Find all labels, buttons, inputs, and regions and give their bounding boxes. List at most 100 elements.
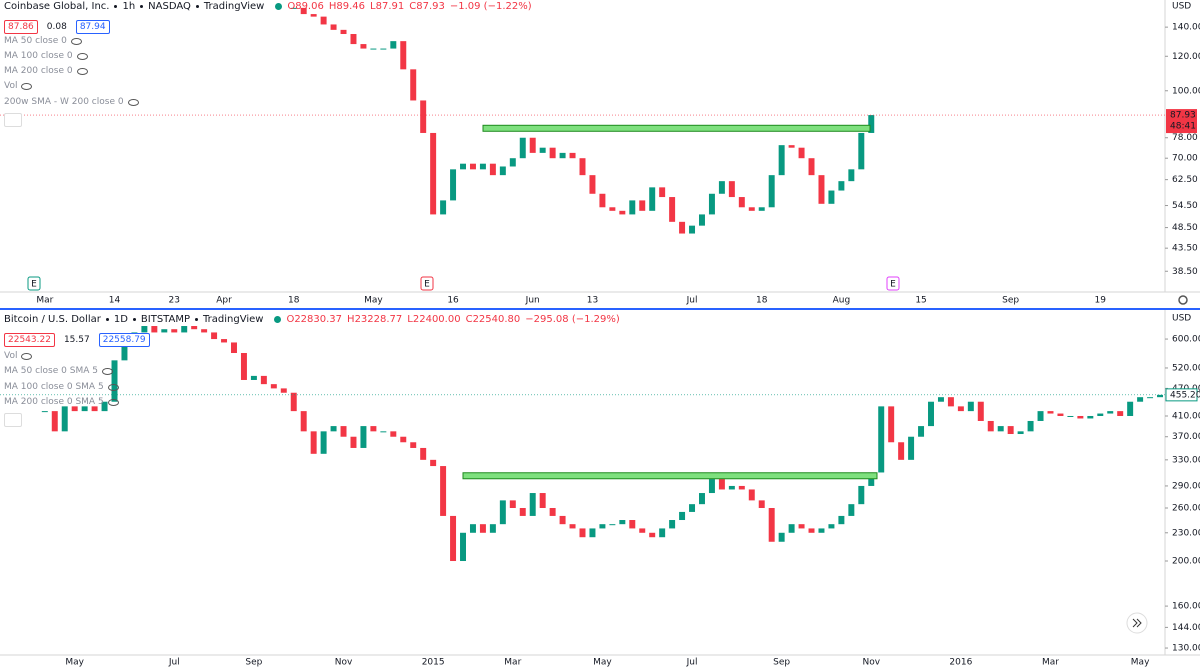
candle [937,397,944,402]
candle [738,485,745,490]
candle [569,152,576,159]
candle [918,426,925,437]
y-tick-label: 70.00 [1172,154,1198,164]
candle [928,401,934,427]
candle [509,158,516,167]
x-tick-label: Apr [216,296,232,306]
candle [320,431,327,454]
candle [649,532,656,538]
candle [400,436,407,443]
indicator-name: MA 200 close 0 [4,66,73,76]
quote-label: O [286,314,295,325]
indicator: 200w SMA - W 200 close 0 [4,97,139,107]
candle [878,406,885,473]
candle [798,524,805,529]
candle [868,115,875,133]
candle [659,187,666,198]
candle [529,137,536,153]
indicator: MA 200 close 0 SMA 5 [4,397,119,407]
candle [689,225,696,234]
candle [699,214,705,226]
candle [91,406,98,412]
quote: O89.06 [287,1,324,12]
x-tick-label: May [65,658,84,668]
candle [430,459,437,467]
x-tick-label: 2015 [422,658,445,668]
scroll-icon [1132,618,1142,628]
x-tick-label: Nov [335,658,353,668]
axis-unit: USD [1172,314,1191,324]
candle [539,493,546,509]
candle [1147,397,1154,399]
candle [350,34,357,45]
candle [619,210,626,215]
candle [699,493,705,505]
candle [728,485,735,490]
x-tick-label: Mar [1042,658,1059,668]
candle [818,528,825,533]
bid[interactable]: 87.86 [4,20,38,34]
candle [1047,411,1054,414]
candle [639,200,646,211]
y-tick-label: 260.00 [1172,504,1200,514]
candle [549,147,556,159]
visibility-icon[interactable] [70,37,82,45]
candle [181,326,188,333]
x-tick-label: 23 [169,296,180,306]
collapse-button[interactable] [4,413,22,427]
candle [450,515,457,562]
event-label: E [890,280,896,290]
candle [838,181,845,191]
visibility-icon[interactable] [107,398,119,406]
candle [898,442,905,460]
y-tick-label: 130.00 [1172,644,1200,654]
visibility-icon[interactable] [76,67,88,75]
candle [410,69,417,101]
candle [1117,411,1124,416]
price-tag [1166,109,1197,134]
visibility-icon[interactable] [21,352,33,360]
bid[interactable]: 22543.22 [4,333,55,347]
visibility-icon[interactable] [107,383,119,391]
visibility-icon[interactable] [76,52,88,60]
quote-value: 22540.80 [472,314,521,325]
x-tick-label: 14 [109,296,121,306]
candle [440,466,447,516]
candle [977,401,984,421]
ask[interactable]: 87.94 [75,20,110,34]
candle [519,137,526,159]
header-exchange: BITSTAMP [140,314,191,325]
quote: O22830.37 [286,314,342,325]
level-box [462,472,878,480]
candle [479,163,486,170]
candle [320,16,327,25]
visibility-icon[interactable] [127,98,139,106]
quote-label: H [347,314,355,325]
event-label: E [31,280,37,290]
collapse-button[interactable] [4,113,22,127]
indicator-name: MA 50 close 0 SMA 5 [4,366,98,376]
candle [509,500,516,509]
y-tick-label: 62.50 [1172,175,1198,185]
visibility-icon[interactable] [101,367,113,375]
y-tick-label: 330.00 [1172,455,1200,465]
candle [1097,413,1104,416]
candle [300,7,307,15]
settings-icon[interactable] [1178,295,1188,305]
candle [619,520,626,525]
visibility-icon[interactable] [21,82,33,90]
candle [340,426,347,437]
candle [708,479,715,494]
candle [579,528,586,538]
candle [280,388,287,393]
candle [1107,411,1114,414]
ask[interactable]: 22558.79 [98,333,150,347]
y-tick-label: 144.00 [1172,623,1200,633]
candle [987,420,994,432]
candle [639,528,646,533]
indicator: MA 50 close 0 SMA 5 [4,366,113,376]
candle [848,169,855,182]
candle [450,169,457,201]
x-tick-label: Jul [686,296,698,306]
